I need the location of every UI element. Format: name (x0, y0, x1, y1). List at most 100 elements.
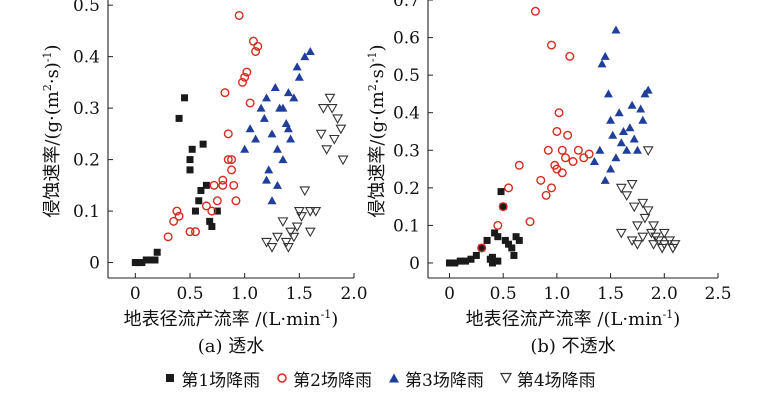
data-point (637, 198, 649, 209)
data-point (600, 51, 610, 60)
data-point (467, 255, 475, 263)
data-point (186, 166, 194, 174)
data-point (451, 259, 459, 267)
data-point (234, 10, 244, 20)
data-point (304, 207, 316, 217)
data-point (227, 165, 237, 175)
data-point (185, 227, 195, 237)
data-point (510, 251, 518, 259)
data-point (138, 259, 146, 267)
y-tick-label: 0 (89, 254, 100, 274)
x-tick-label: 2.5 (704, 284, 731, 304)
data-point (261, 237, 272, 248)
series-rain-1 (131, 94, 221, 267)
x-axis-label: 地表径流产流率 /(L·min-1) (124, 308, 339, 330)
data-point (462, 257, 470, 265)
data-point (201, 201, 211, 211)
panel-caption: (b) 不透水 (530, 336, 615, 357)
data-point (272, 144, 282, 153)
data-point (209, 180, 219, 190)
data-point (552, 126, 562, 136)
data-point (337, 155, 349, 166)
data-point (304, 227, 316, 238)
data-point (266, 243, 278, 253)
data-point (488, 259, 496, 267)
data-point (197, 186, 205, 194)
legend-label: 第3场降雨 (405, 370, 484, 391)
data-point (315, 129, 327, 140)
legend-label: 第2场降雨 (293, 370, 372, 391)
data-point (618, 126, 628, 135)
data-point (632, 221, 643, 232)
legend-item-rain-2: 第2场降雨 (276, 366, 372, 391)
data-point (478, 244, 486, 252)
y-tick-label: 0 (409, 254, 420, 274)
data-point (639, 213, 651, 224)
data-point (547, 183, 557, 193)
legend-item-rain-3: 第3场降雨 (388, 366, 484, 391)
data-point (595, 145, 605, 154)
x-tick-label: 1.5 (286, 284, 313, 304)
data-point (642, 206, 654, 217)
series-rain-3 (240, 46, 315, 205)
data-point (253, 41, 263, 51)
data-point (456, 257, 464, 265)
data-point (199, 140, 207, 148)
data-point (262, 175, 272, 184)
data-point (223, 155, 233, 165)
data-point (206, 217, 214, 225)
data-point (494, 233, 502, 241)
data-point (272, 232, 283, 243)
y-tick-label: 0.4 (393, 104, 420, 124)
data-point (560, 153, 570, 163)
x-tick-label: 0 (130, 284, 141, 304)
data-point (628, 202, 640, 213)
data-point (305, 46, 315, 55)
data-point (491, 229, 499, 237)
data-point (622, 145, 632, 154)
data-point (245, 98, 255, 108)
data-point (280, 237, 292, 248)
data-point (326, 104, 338, 114)
data-point (227, 155, 237, 165)
data-point (332, 114, 344, 125)
data-point (600, 175, 610, 184)
data-point (335, 124, 347, 135)
data-point (324, 93, 336, 104)
data-point (256, 103, 266, 112)
data-point (579, 153, 589, 163)
data-point (288, 232, 300, 243)
data-point (251, 46, 261, 56)
data-point (175, 114, 183, 122)
data-point (514, 160, 524, 170)
series-rain-1 (445, 188, 523, 267)
data-point (493, 220, 503, 230)
legend-label: 第4场降雨 (516, 370, 596, 391)
x-tick-label: 2.0 (340, 284, 367, 304)
data-point (186, 156, 194, 164)
data-point (163, 232, 173, 242)
y-tick-label: 0.4 (73, 48, 100, 68)
legend-label: 第1场降雨 (181, 370, 261, 391)
data-point (606, 164, 616, 173)
data-point (237, 77, 247, 87)
y-tick-label: 0.3 (393, 141, 420, 161)
data-point (281, 119, 291, 128)
data-point (625, 123, 635, 132)
data-point (169, 216, 179, 226)
data-point (497, 188, 505, 196)
data-point (207, 206, 217, 216)
data-point (629, 134, 639, 143)
y-axis-label: 侵蚀速率/(g·(m2·s)-1) (41, 44, 63, 217)
data-point (292, 62, 302, 71)
x-tick-label: 0.5 (176, 284, 203, 304)
data-point (626, 180, 638, 190)
data-point (547, 40, 557, 50)
data-point (310, 207, 322, 217)
data-point (191, 207, 199, 215)
data-point (621, 191, 633, 201)
data-point (278, 155, 288, 164)
data-point (248, 36, 258, 46)
data-point (589, 157, 599, 166)
data-point (278, 103, 288, 112)
